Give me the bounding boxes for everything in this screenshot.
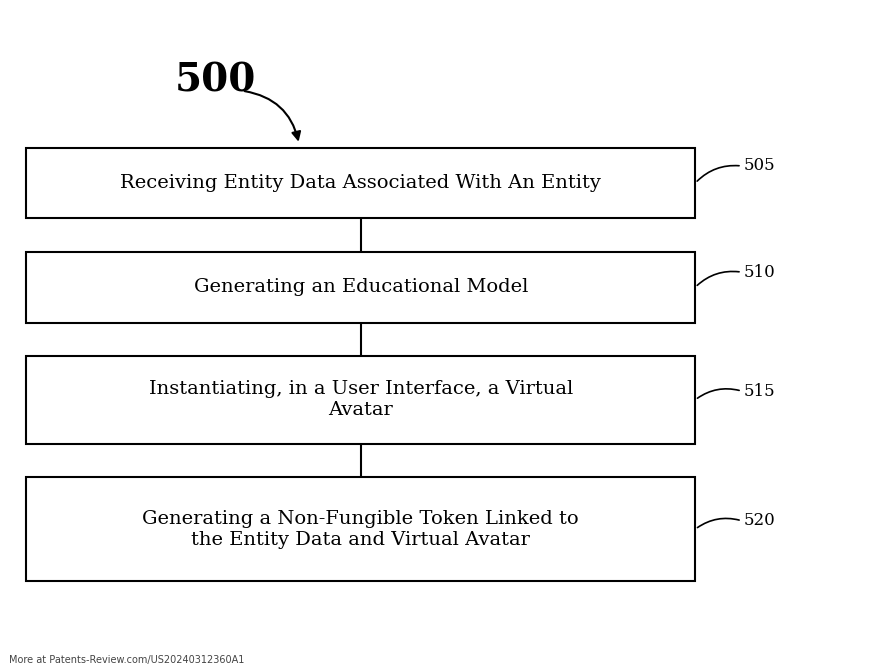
- Text: 510: 510: [744, 263, 775, 281]
- Text: Generating a Non-Fungible Token Linked to
the Entity Data and Virtual Avatar: Generating a Non-Fungible Token Linked t…: [143, 510, 579, 548]
- FancyBboxPatch shape: [26, 252, 695, 323]
- Text: 505: 505: [744, 157, 775, 175]
- Text: More at Patents-Review.com/US20240312360A1: More at Patents-Review.com/US20240312360…: [9, 655, 244, 665]
- Text: Generating an Educational Model: Generating an Educational Model: [194, 278, 528, 296]
- FancyBboxPatch shape: [26, 356, 695, 444]
- Text: 520: 520: [744, 512, 775, 530]
- Text: 515: 515: [744, 382, 775, 400]
- Text: Instantiating, in a User Interface, a Virtual
Avatar: Instantiating, in a User Interface, a Vi…: [149, 380, 573, 419]
- Text: 500: 500: [175, 62, 256, 99]
- Text: Receiving Entity Data Associated With An Entity: Receiving Entity Data Associated With An…: [121, 174, 601, 192]
- FancyBboxPatch shape: [26, 148, 695, 218]
- FancyBboxPatch shape: [26, 477, 695, 581]
